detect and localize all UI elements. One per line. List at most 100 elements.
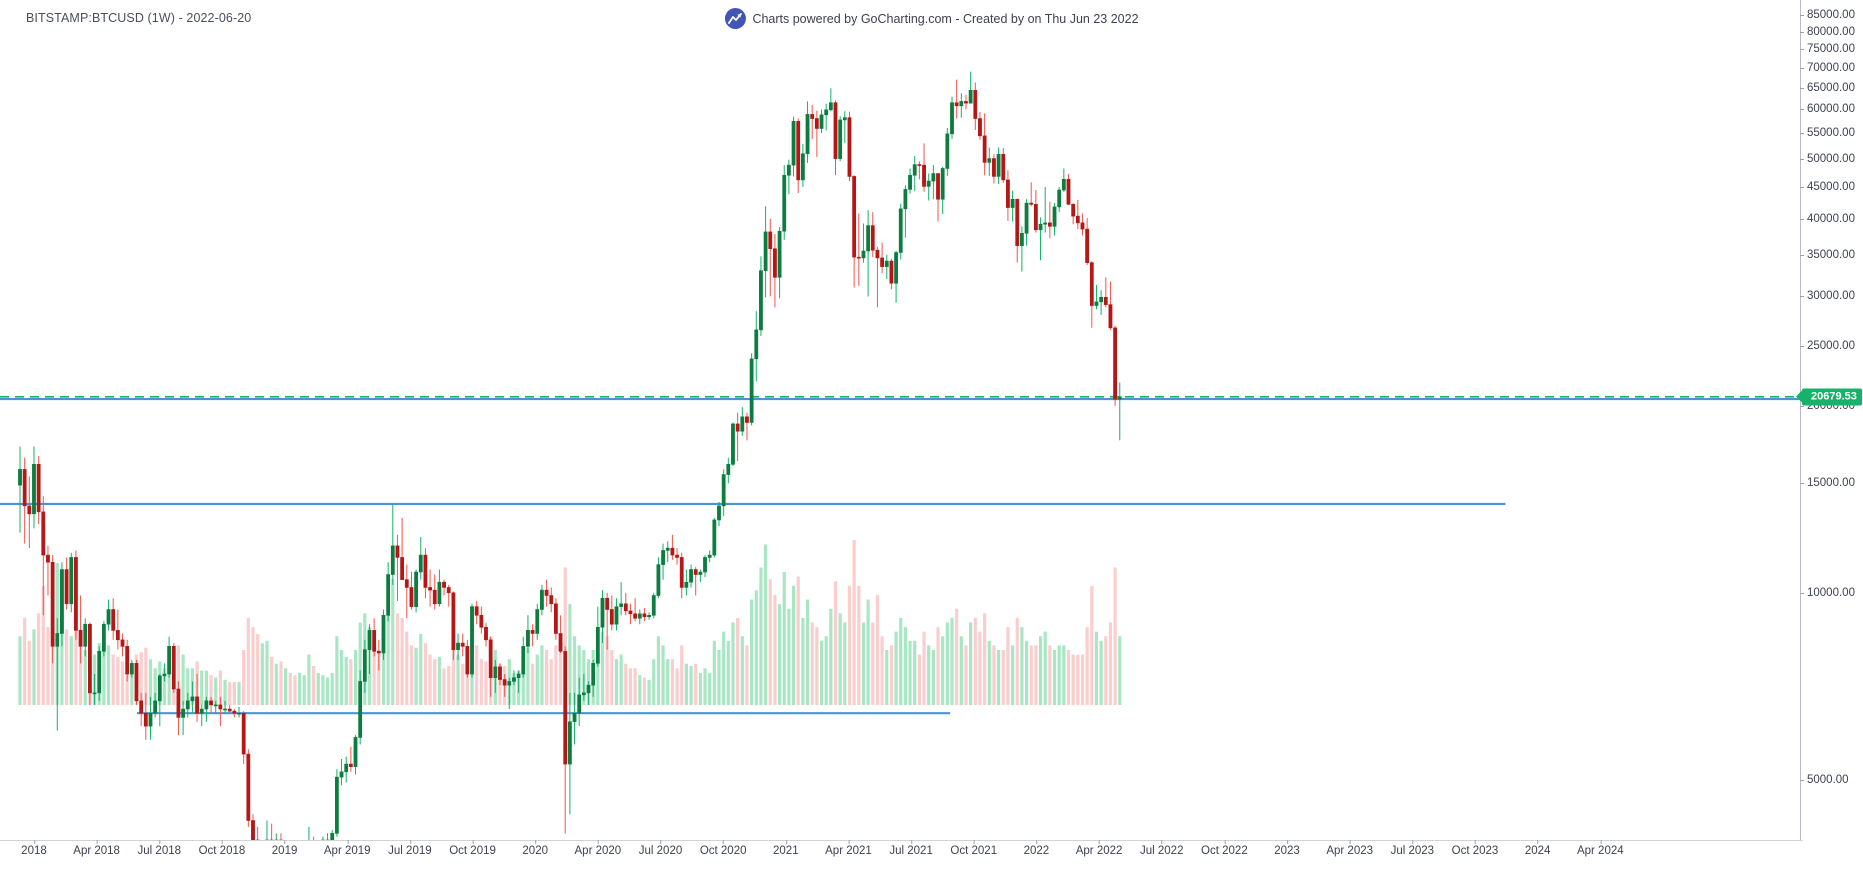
candle-body — [800, 153, 805, 181]
candle-body — [786, 164, 791, 176]
price-tick-label: 15000.00 — [1800, 476, 1855, 490]
candle-body — [987, 158, 992, 163]
volume-bar — [903, 627, 907, 705]
candle-body — [143, 712, 148, 727]
volume-bar — [246, 617, 250, 705]
volume-bar — [1034, 645, 1038, 705]
time-axis[interactable]: 2018 Apr 2018 Jul 2018 Oct 2018 2019 Apr 2019… — [0, 840, 1803, 876]
candle-body — [334, 776, 339, 834]
volume-bar — [237, 682, 241, 705]
candle-body — [139, 700, 144, 714]
candle-body — [498, 666, 502, 680]
volume-bar — [1038, 636, 1043, 705]
candle-body — [386, 574, 391, 616]
volume-bar — [1080, 654, 1085, 705]
volume-bar — [885, 650, 889, 705]
volume-bar — [959, 636, 963, 705]
volume-bar — [316, 672, 320, 705]
volume-bar — [120, 661, 125, 705]
candle-body — [824, 109, 829, 116]
candle-body — [679, 557, 684, 588]
price-tick-label: 45000.00 — [1800, 180, 1855, 194]
time-tick-label: 2020 — [522, 840, 548, 857]
volume-bar — [428, 654, 432, 705]
candle-body — [446, 587, 451, 594]
candle-body — [875, 249, 880, 259]
price-axis[interactable]: 85000.00 80000.00 75000.00 70000.00 65000.00… — [1800, 0, 1863, 840]
candle-body — [460, 642, 465, 647]
candle-body — [982, 135, 987, 163]
volume-bar — [69, 636, 73, 705]
volume-bar — [750, 599, 754, 705]
volume-bar — [917, 654, 921, 705]
volume-bar — [321, 675, 325, 705]
candle-body — [171, 646, 176, 690]
volume-bar — [861, 622, 866, 705]
volume-bar — [1108, 622, 1113, 705]
volume-bar — [1024, 640, 1029, 705]
volume-bar — [544, 650, 549, 705]
candle-body — [782, 174, 787, 232]
candle-body — [856, 256, 861, 259]
volume-bar — [335, 636, 339, 705]
price-tick-label: 80000.00 — [1800, 25, 1855, 39]
volume-bar — [889, 645, 894, 705]
volume-bar — [484, 661, 488, 705]
candle-body — [1085, 228, 1090, 263]
candle-body — [153, 700, 158, 714]
price-tick-label: 40000.00 — [1800, 212, 1855, 226]
volume-bar — [680, 645, 684, 705]
volume-bar — [339, 650, 344, 705]
volume-bar — [955, 608, 959, 705]
volume-bar — [875, 595, 880, 705]
candle-body — [516, 673, 521, 679]
volume-bar — [722, 631, 726, 705]
candle-body — [540, 589, 544, 610]
volume-bar — [656, 636, 661, 705]
candle-body — [1029, 202, 1034, 205]
volume-bar — [437, 656, 441, 706]
volume-bar — [610, 650, 614, 705]
candle-body — [992, 158, 996, 177]
volume-bar — [787, 608, 791, 705]
volume-bar — [1113, 567, 1117, 705]
candle-body — [1047, 222, 1052, 227]
volume-bar — [563, 567, 567, 705]
time-tick-label: Oct 2020 — [699, 840, 747, 857]
candle-body — [940, 168, 945, 200]
volume-bar — [479, 659, 483, 705]
candle-body — [563, 651, 568, 765]
candle-body — [190, 696, 195, 702]
volume-bar — [642, 677, 647, 705]
volume-bar — [447, 666, 451, 705]
candle-body — [185, 700, 190, 710]
candle-body — [814, 118, 819, 129]
volume-bar — [274, 663, 278, 705]
volume-bar — [242, 650, 246, 705]
candle-body — [852, 176, 857, 258]
volume-bar — [293, 675, 297, 705]
candle-body — [1089, 262, 1094, 306]
volume-bar — [391, 578, 395, 705]
candle-body — [55, 633, 60, 647]
candle-body — [1108, 304, 1113, 329]
candle-body — [665, 547, 670, 551]
volume-bar — [1006, 627, 1010, 705]
volume-bar — [633, 668, 637, 705]
time-tick-label: Jul 2018 — [137, 840, 182, 857]
volume-bar — [307, 654, 311, 705]
candle-body — [684, 581, 689, 588]
candle-body — [936, 173, 940, 200]
candle-body — [195, 696, 199, 714]
powered-by-text: Charts powered by GoCharting.com - Creat… — [752, 11, 1139, 26]
candle-body — [120, 639, 125, 647]
current-price-badge[interactable]: 20679.53 — [1802, 388, 1862, 406]
candle-body — [209, 700, 213, 706]
volume-bar — [162, 668, 167, 705]
candle-body — [628, 610, 633, 615]
candlestick-plot[interactable] — [0, 0, 1803, 840]
candle-body — [926, 180, 931, 187]
volume-bar — [805, 599, 810, 705]
candle-body — [828, 102, 833, 111]
